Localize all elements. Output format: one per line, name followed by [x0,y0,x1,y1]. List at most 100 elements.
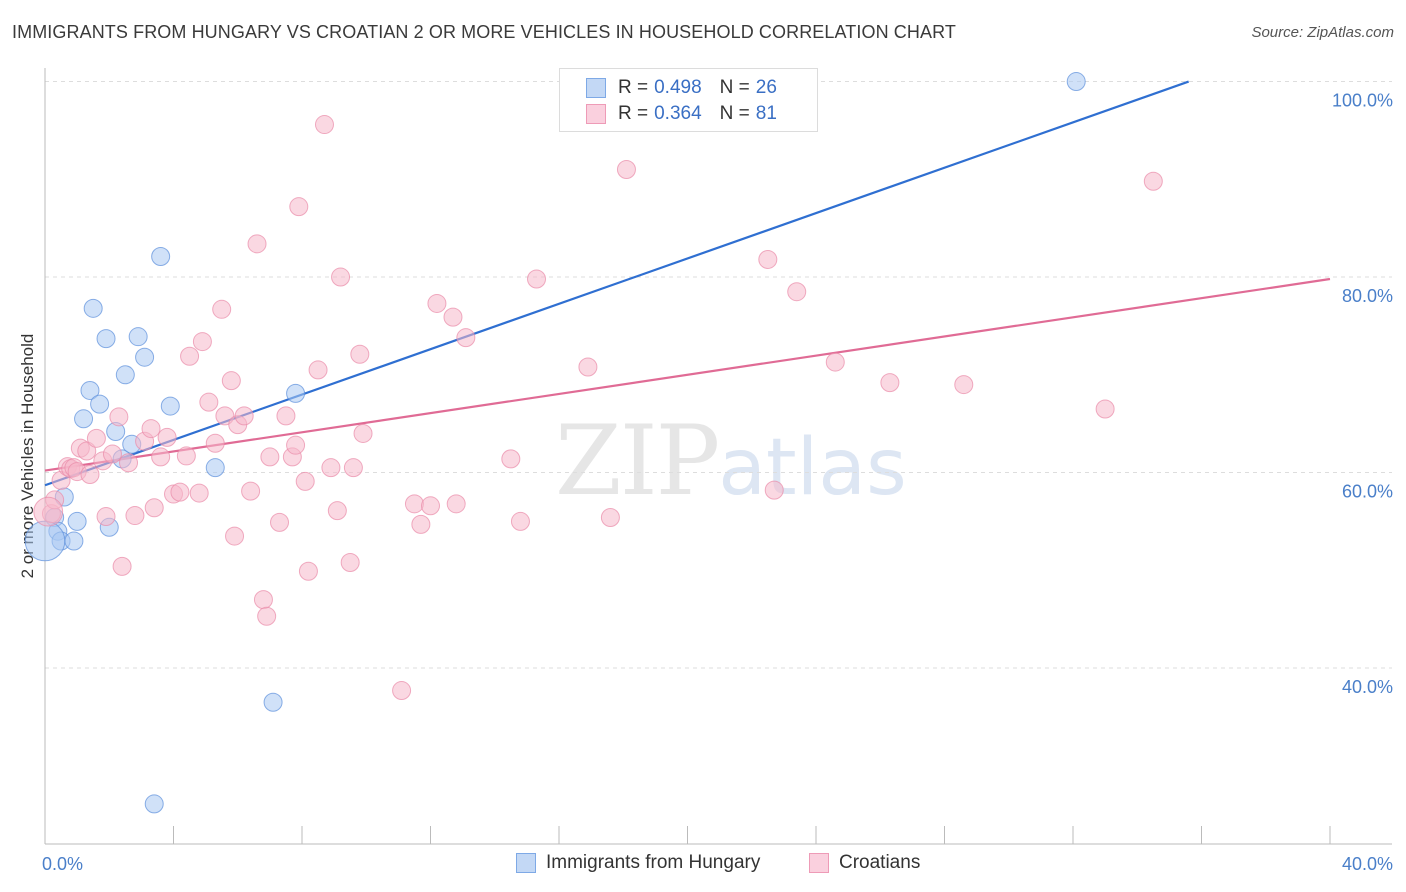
point-croatians [1095,399,1115,419]
point-croatians [327,501,347,521]
point-hungary [90,394,110,414]
point-croatians [80,465,100,485]
legend-n-label: N = [719,77,750,98]
point-hungary [115,365,135,385]
point-croatians [112,556,132,576]
series-swatch-croatians [809,853,829,873]
point-hungary [205,458,225,478]
point-croatians [286,435,306,455]
point-croatians [192,332,212,352]
point-croatians [578,357,598,377]
point-croatians [212,299,232,319]
point-croatians [340,552,360,572]
point-hungary [64,531,84,551]
legend-r-value: 0.364 [654,103,702,124]
point-croatians [260,447,280,467]
point-hungary [74,409,94,429]
series-legend-label: Immigrants from Hungary [546,852,761,873]
point-croatians [247,234,267,254]
point-croatians [787,282,807,302]
point-croatians [270,512,290,532]
series-swatch-hungary [516,853,536,873]
point-croatians [392,681,412,701]
legend-r-value: 0.498 [654,77,702,98]
point-croatians [180,346,200,366]
point-croatians [501,449,521,469]
point-croatians [295,471,315,491]
tick-labels: 40.0% 60.0% 80.0% 100.0% 0.0% 40.0% [42,91,1393,874]
trend-line-hungary [44,80,1190,487]
chart-title: IMMIGRANTS FROM HUNGARY VS CROATIAN 2 OR… [12,22,956,42]
watermark-zip: ZIP [555,405,720,517]
y-tick-label: 80.0% [1342,286,1393,306]
correlation-legend: R = 0.498 N = 26 R = 0.364 N = 81 [559,68,818,132]
point-croatians [331,267,351,287]
point-croatians [350,344,370,364]
point-croatians [527,269,547,289]
point-croatians [616,160,636,180]
point-croatians [205,433,225,453]
point-croatians [170,482,190,502]
y-tick-label: 60.0% [1342,482,1393,502]
point-croatians [443,307,463,327]
point-croatians [1143,171,1163,191]
point-croatians [456,328,476,348]
point-croatians [321,458,341,478]
watermark: ZIPatlas [555,405,907,517]
point-croatians [119,453,139,473]
legend-n-value: 26 [755,77,777,98]
series-legend-croatians[interactable]: Croatians [809,852,920,874]
point-croatians [446,494,466,514]
point-croatians [257,606,277,626]
point-croatians [764,480,784,500]
point-hungary [128,327,148,347]
point-croatians [86,428,106,448]
gridlines [45,81,1392,669]
point-croatians [404,494,424,514]
point-croatians [125,506,145,526]
legend-r-label: R = [618,103,649,124]
point-hungary [24,520,66,562]
point-hungary [67,511,87,531]
point-hungary [83,298,103,318]
trend-line-croatians [44,277,1331,472]
point-croatians [314,115,334,135]
point-croatians [880,373,900,393]
point-croatians [199,392,219,412]
x-tick-label: 0.0% [42,854,83,874]
point-croatians [176,446,196,466]
point-croatians [276,406,296,426]
legend-swatch-croatians [586,104,606,124]
point-croatians [411,514,431,534]
point-hungary [80,380,100,400]
point-hungary [1066,72,1086,92]
point-croatians [253,590,273,610]
point-croatians [510,511,530,531]
point-croatians [33,496,64,527]
point-hungary [96,329,116,349]
point-hungary [286,383,306,403]
point-hungary [263,692,283,712]
point-croatians [189,483,209,503]
point-croatians [600,508,620,528]
point-croatians [308,360,328,380]
point-croatians [109,407,129,427]
legend-r-label: R = [618,77,649,98]
point-croatians [225,526,245,546]
series-legend: Immigrants from Hungary Croatians [0,852,1406,878]
point-croatians [151,447,171,467]
watermark-atlas: atlas [718,423,907,513]
point-hungary [151,247,171,267]
legend-n-label: N = [719,103,750,124]
series-legend-hungary[interactable]: Immigrants from Hungary [516,852,760,874]
point-croatians [298,561,318,581]
point-croatians [427,293,447,313]
series-legend-label: Croatians [839,852,921,873]
data-points [24,72,1163,814]
point-croatians [241,481,261,501]
point-croatians [157,427,177,447]
point-croatians [758,249,778,269]
legend-row-hungary: R = 0.498 N = 26 [586,75,777,101]
point-croatians [289,197,309,217]
